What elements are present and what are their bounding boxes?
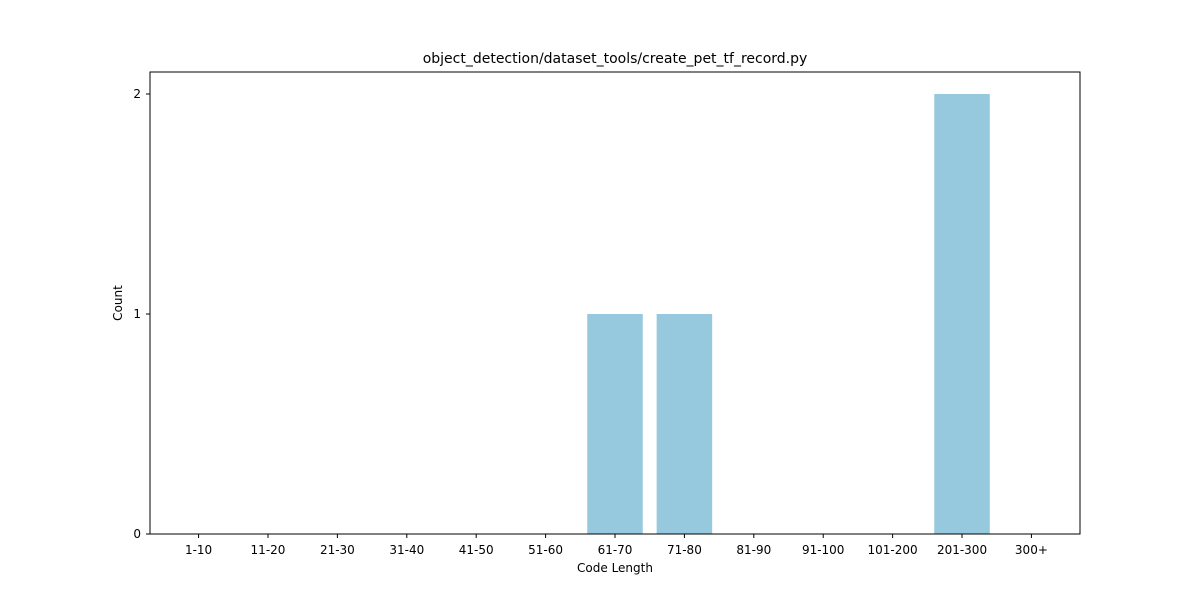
y-tick-label: 0 [133, 527, 141, 541]
x-tick-label: 11-20 [251, 543, 286, 557]
x-tick-label: 51-60 [528, 543, 563, 557]
x-tick-label: 91-100 [802, 543, 845, 557]
chart-title: object_detection/dataset_tools/create_pe… [423, 51, 808, 67]
x-tick-label: 71-80 [667, 543, 702, 557]
bars-layer [587, 94, 990, 534]
x-tick-label: 21-30 [320, 543, 355, 557]
y-tick-label: 2 [133, 87, 141, 101]
x-axis-label: Code Length [577, 561, 653, 575]
y-axis-label: Count [111, 285, 125, 321]
x-tick-label: 101-200 [868, 543, 918, 557]
y-axis-ticks: 0 1 2 [133, 87, 150, 541]
x-axis-ticks: 1-10 11-20 21-30 31-40 41-50 51-60 61-70 71-80 8… [185, 534, 1048, 557]
x-tick-label: 81-90 [736, 543, 771, 557]
bar-61-70 [587, 314, 643, 534]
bar-71-80 [656, 314, 713, 534]
x-tick-label: 1-10 [185, 543, 212, 557]
x-tick-label: 31-40 [389, 543, 424, 557]
x-tick-label: 41-50 [459, 543, 494, 557]
x-tick-label: 201-300 [937, 543, 987, 557]
y-tick-label: 1 [133, 307, 141, 321]
x-tick-label: 300+ [1015, 543, 1048, 557]
x-tick-label: 61-70 [598, 543, 633, 557]
bar-201-300 [934, 94, 990, 534]
